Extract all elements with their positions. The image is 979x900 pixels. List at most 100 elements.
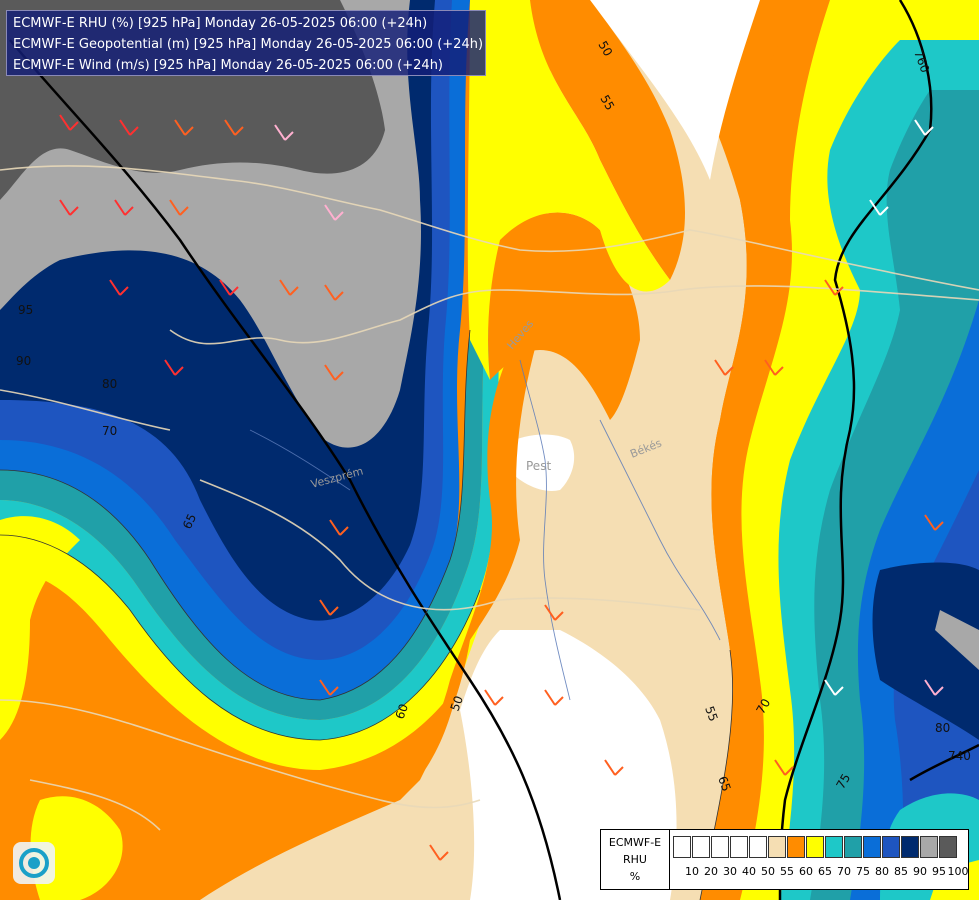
- legend-tick-label: 85: [894, 865, 908, 878]
- wind-barb: [774, 759, 794, 776]
- legend-swatch: [673, 836, 691, 858]
- legend-model: ECMWF-E: [608, 836, 662, 849]
- wind-barb: [924, 514, 944, 531]
- wind-barb: [279, 279, 299, 296]
- rivers: [249, 359, 721, 701]
- legend-swatch: [806, 836, 824, 858]
- wind-barb: [824, 679, 844, 696]
- legend-tick-label: 20: [704, 865, 718, 878]
- wind-barb: [604, 759, 624, 776]
- title-rhu: ECMWF-E RHU (%) [925 hPa] Monday 26-05-2…: [13, 16, 428, 31]
- band-west-teal: [0, 330, 485, 720]
- legend-swatches: [673, 836, 958, 858]
- legend-divider: [669, 830, 670, 889]
- legend-tick-label: 80: [875, 865, 889, 878]
- white-north: [590, 0, 760, 180]
- contour-label: 65: [715, 774, 733, 793]
- contour-label: 65: [180, 512, 199, 532]
- contour-label: 50: [448, 694, 466, 713]
- wind-barb: [924, 679, 944, 696]
- legend-tick-label: 65: [818, 865, 832, 878]
- legend-variable: RHU: [623, 853, 647, 866]
- wind-barb: [59, 114, 79, 131]
- legend-tick-label: 30: [723, 865, 737, 878]
- band-east-navy: [872, 562, 979, 740]
- legend-tick-label: 10: [685, 865, 699, 878]
- orange-north-tongue: [530, 0, 685, 280]
- contour-label: 80: [935, 721, 950, 735]
- orange-central-west: [400, 330, 540, 800]
- wind-barb: [544, 604, 564, 621]
- wind-barb: [319, 599, 339, 616]
- yellow-west-patch: [0, 516, 80, 740]
- legend-swatch: [825, 836, 843, 858]
- legend-swatch: [787, 836, 805, 858]
- legend-tick-label: 95: [932, 865, 946, 878]
- wind-barb: [544, 689, 564, 706]
- legend-tick-label: 60: [799, 865, 813, 878]
- legend-tick-label: 75: [856, 865, 870, 878]
- wind-barb: [164, 359, 184, 376]
- title-geopotential: ECMWF-E Geopotential (m) [925 hPa] Monda…: [13, 37, 484, 52]
- contour-label: 95: [18, 303, 33, 317]
- legend-swatch: [730, 836, 748, 858]
- legend-unit: %: [629, 870, 641, 883]
- wind-barb: [59, 199, 79, 216]
- wind-barb: [219, 279, 239, 296]
- wind-barb: [119, 119, 139, 136]
- color-legend: ECMWF-E RHU % 10 20 30 40 50 55 60 65 70 75 80 85 90…: [600, 829, 969, 890]
- orange-central-tongue: [488, 212, 640, 420]
- legend-swatch: [920, 836, 938, 858]
- wind-barb: [329, 519, 349, 536]
- contour-label: 55: [597, 93, 617, 113]
- contour-label: 90: [16, 354, 31, 368]
- legend-tick-label: 50: [761, 865, 775, 878]
- contour-label: 75: [833, 771, 853, 791]
- wind-barb: [764, 359, 784, 376]
- contour-label: 740: [948, 749, 971, 763]
- legend-tick-label: 55: [780, 865, 794, 878]
- legend-swatch: [692, 836, 710, 858]
- contour-label: 50: [595, 39, 615, 59]
- band-east-grey: [935, 610, 979, 670]
- contour-label: 70: [753, 696, 773, 716]
- wind-barb: [114, 199, 134, 216]
- band-west-yellow: [0, 330, 521, 770]
- wind-barb: [914, 119, 934, 136]
- legend-swatch: [863, 836, 881, 858]
- map-title-box: ECMWF-E RHU (%) [925 hPa] Monday 26-05-2…: [6, 10, 486, 76]
- contour-value-labels: 50 55 50 60 55 65 70 80 90 95 70 65 75 8…: [16, 39, 971, 794]
- legend-swatch: [768, 836, 786, 858]
- contour-label: 60: [393, 702, 411, 721]
- contour-label: 55: [702, 704, 720, 723]
- title-wind: ECMWF-E Wind (m/s) [925 hPa] Monday 26-0…: [13, 58, 444, 73]
- borders: [0, 165, 979, 831]
- ecmwf-logo-icon[interactable]: [13, 842, 55, 884]
- legend-swatch: [882, 836, 900, 858]
- contour-label: 70: [102, 424, 117, 438]
- legend-tick-label: 40: [742, 865, 756, 878]
- wind-barb: [869, 199, 889, 216]
- legend-swatch: [901, 836, 919, 858]
- wind-barbs: [59, 114, 944, 861]
- legend-swatch: [711, 836, 729, 858]
- wind-barb: [429, 844, 449, 861]
- wind-barb: [484, 689, 504, 706]
- legend-tick-label: 70: [837, 865, 851, 878]
- wind-barb: [319, 679, 339, 696]
- wind-barb: [324, 284, 344, 301]
- wind-barb: [324, 204, 344, 221]
- geopotential-line-se: [909, 743, 979, 782]
- legend-swatch: [844, 836, 862, 858]
- legend-tick-label: 90: [913, 865, 927, 878]
- yellow-central: [467, 0, 670, 380]
- legend-swatch: [749, 836, 767, 858]
- wind-barb: [824, 279, 844, 296]
- wind-barb: [109, 279, 129, 296]
- wind-barb: [324, 364, 344, 381]
- legend-tick-label: 100: [947, 865, 969, 878]
- contour-label: 80: [102, 377, 117, 391]
- legend-swatch: [939, 836, 957, 858]
- region-label-pest: Pest: [526, 459, 551, 473]
